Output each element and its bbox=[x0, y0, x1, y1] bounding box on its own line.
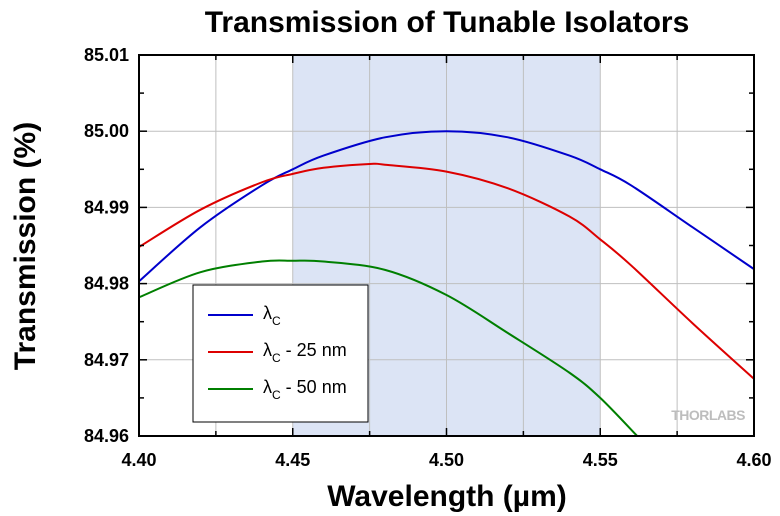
legend-label: λC - 50 nm bbox=[263, 377, 347, 402]
y-tick-labels: 84.96 84.97 84.98 84.99 85.00 85.01 bbox=[84, 45, 129, 446]
thorlabs-watermark: THORLABS bbox=[671, 407, 745, 423]
y-tick-label: 84.98 bbox=[84, 274, 129, 294]
legend: λC λC - 25 nm λC - 50 nm bbox=[192, 284, 369, 423]
series-lines bbox=[139, 130, 754, 436]
y-tick-label: 84.96 bbox=[84, 426, 129, 446]
x-tick-label: 4.55 bbox=[583, 450, 618, 470]
series-line-1 bbox=[139, 130, 754, 283]
y-tick-label: 85.01 bbox=[84, 45, 129, 65]
legend-label: λC bbox=[263, 303, 281, 328]
y-tick-label: 84.97 bbox=[84, 350, 129, 370]
x-tick-label: 4.40 bbox=[121, 450, 156, 470]
x-tick-label: 4.60 bbox=[736, 450, 771, 470]
series-line-2 bbox=[139, 162, 754, 380]
x-axis-label: Wavelength (µm) bbox=[327, 480, 567, 513]
y-axis-label: Transmission (%) bbox=[9, 122, 42, 370]
series-line-3 bbox=[139, 259, 638, 436]
x-tick-label: 4.45 bbox=[275, 450, 310, 470]
chart-title: Transmission of Tunable Isolators bbox=[205, 6, 690, 39]
x-tick-labels: 4.40 4.45 4.50 4.55 4.60 bbox=[121, 450, 771, 470]
legend-label: λC - 25 nm bbox=[263, 340, 347, 365]
y-tick-label: 85.00 bbox=[84, 121, 129, 141]
x-tick-label: 4.50 bbox=[429, 450, 464, 470]
y-tick-label: 84.99 bbox=[84, 197, 129, 217]
axis-ticks bbox=[138, 54, 755, 437]
legend-box bbox=[192, 284, 369, 423]
